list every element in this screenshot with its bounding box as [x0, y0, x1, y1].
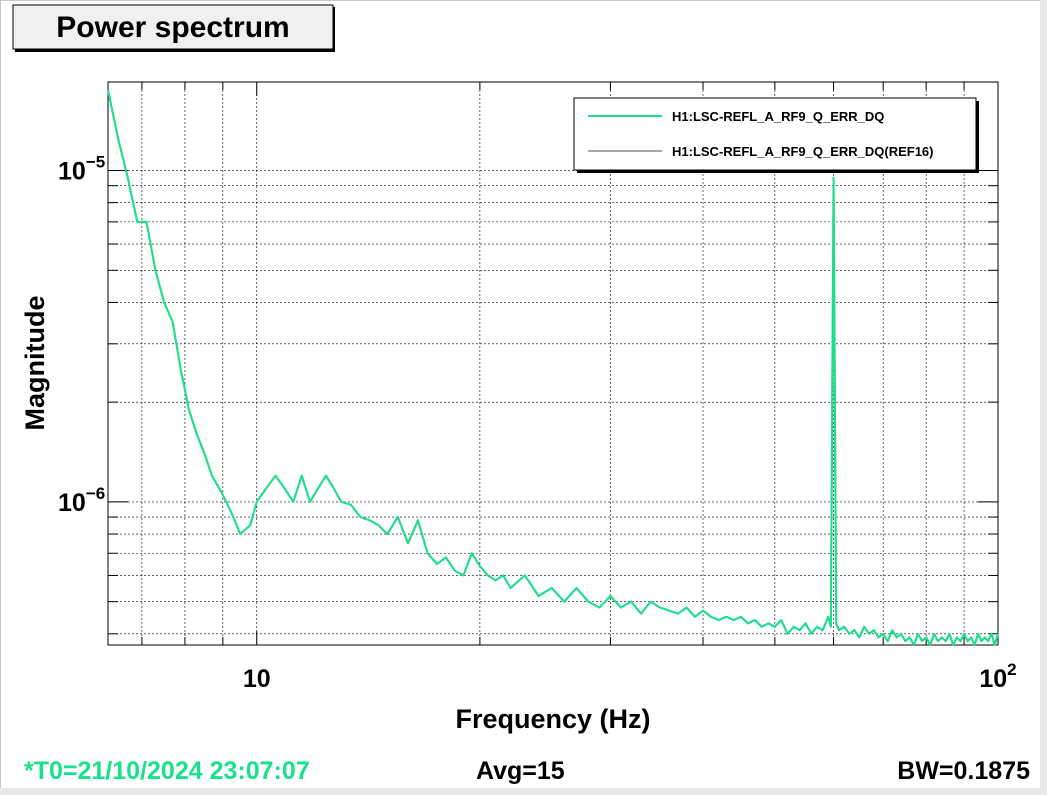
canvas-right-border	[1040, 0, 1047, 795]
x-tick-label: 10	[243, 665, 271, 693]
legend-label-series-2: H1:LSC-REFL_A_RF9_Q_ERR_DQ(REF16)	[672, 144, 934, 159]
y-tick-label-base: 10	[58, 158, 86, 186]
legend-frame	[573, 97, 977, 171]
x-tick-label: 102	[979, 660, 1016, 693]
x-tick-label-base: 10	[979, 665, 1007, 693]
footer-t0: *T0=21/10/2024 23:07:07	[24, 757, 310, 785]
legend-label-series-1: H1:LSC-REFL_A_RF9_Q_ERR_DQ	[672, 109, 884, 124]
grid-layer	[108, 82, 999, 645]
y-tick-label-exponent: −6	[86, 484, 105, 503]
title-box-frame	[12, 4, 334, 50]
title-box: Power spectrum	[12, 4, 335, 52]
footer-bw: BW=0.1875	[897, 757, 1030, 785]
y-tick-label: 10−5	[58, 153, 105, 186]
y-tick-label: 10−6	[58, 484, 105, 517]
y-tick-label-exponent: −5	[86, 153, 105, 172]
footer-avg: Avg=15	[476, 757, 565, 785]
x-tick-label-base: 10	[243, 665, 271, 693]
plot-area	[108, 82, 998, 645]
y-tick-label-base: 10	[58, 489, 86, 517]
plot-frame	[107, 81, 999, 646]
series-layer	[107, 89, 999, 646]
legend: H1:LSC-REFL_A_RF9_Q_ERR_DQ H1:LSC-REFL_A…	[573, 97, 979, 173]
series-line-main	[107, 89, 999, 646]
canvas-bottom-border	[0, 788, 1047, 795]
y-axis-label: Magnitude	[20, 296, 50, 431]
x-axis-label: Frequency (Hz)	[455, 704, 650, 734]
chart-title: Power spectrum	[56, 11, 289, 44]
x-tick-label-exponent: 2	[1007, 660, 1016, 679]
